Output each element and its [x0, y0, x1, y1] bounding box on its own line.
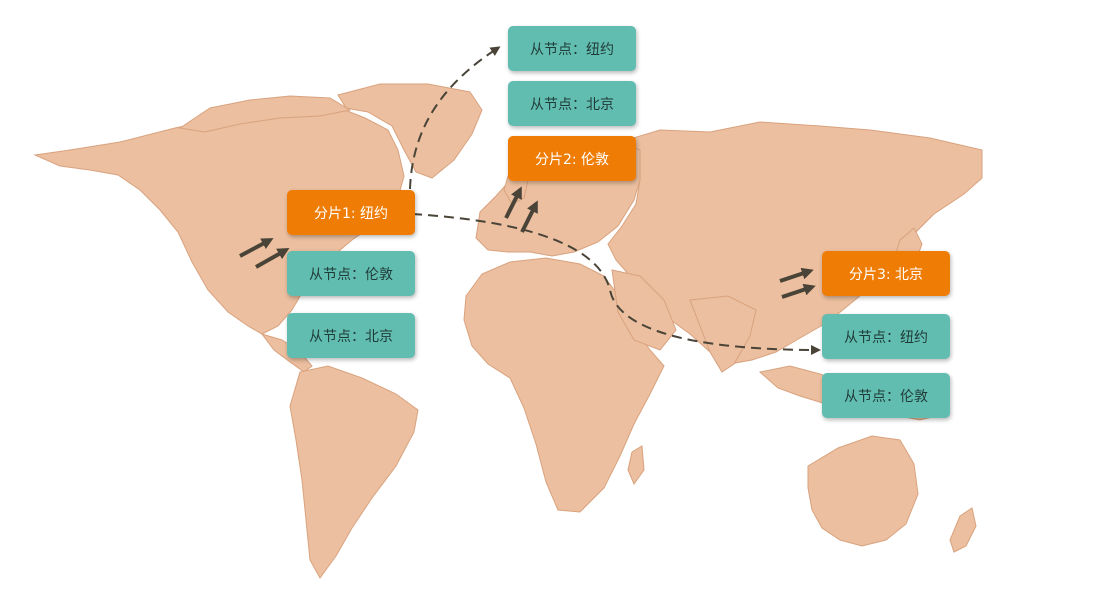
shard-3-primary: 分片3: 北京 [822, 251, 950, 296]
shard-1-replica-2: 从节点：北京 [287, 313, 415, 358]
new-zealand [950, 508, 976, 552]
shard-3-replica-2: 从节点：伦敦 [822, 373, 950, 418]
shard-1-primary: 分片1: 纽约 [287, 190, 415, 235]
shard-3-replica-1: 从节点：纽约 [822, 314, 950, 359]
shard-1-replica-1: 从节点：伦敦 [287, 251, 415, 296]
shard-2-replica-1: 从节点：纽约 [508, 26, 636, 71]
australia [808, 436, 918, 546]
shard-2-primary: 分片2: 伦敦 [508, 136, 636, 181]
south-america [290, 366, 418, 578]
madagascar [628, 446, 644, 484]
shard-2-replica-2: 从节点：北京 [508, 81, 636, 126]
